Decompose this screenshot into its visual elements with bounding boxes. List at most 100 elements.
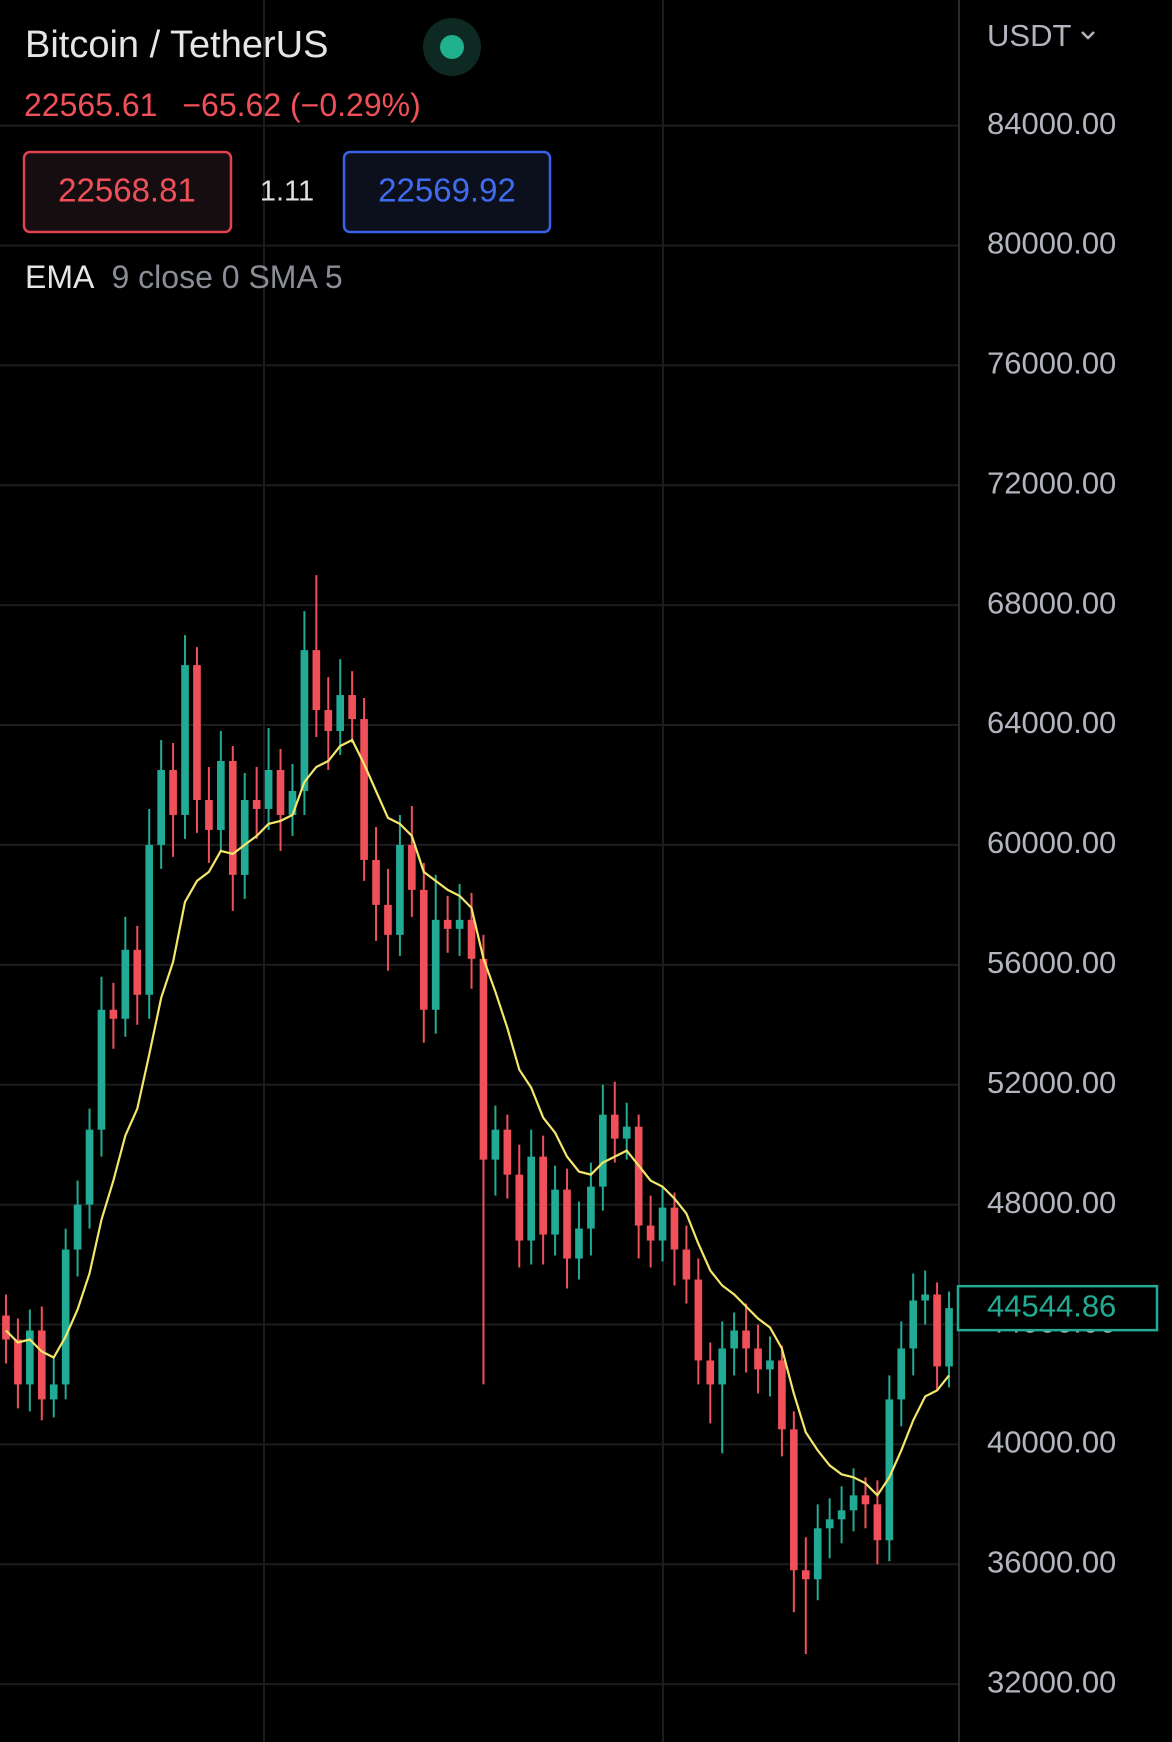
candle-body bbox=[312, 650, 321, 711]
last-price-label: 44544.86 bbox=[987, 1288, 1116, 1323]
currency-selector[interactable]: USDT bbox=[987, 18, 1071, 53]
candle-body bbox=[610, 1114, 619, 1139]
candle-body bbox=[813, 1528, 822, 1580]
indicator-params: 9 close 0 SMA 5 bbox=[111, 259, 342, 295]
bid-price[interactable]: 22568.81 bbox=[58, 172, 196, 209]
candle-body bbox=[300, 650, 309, 791]
currency-chevron[interactable] bbox=[1081, 31, 1095, 40]
candle-body bbox=[240, 799, 249, 875]
candle-body bbox=[455, 919, 464, 929]
candle-body bbox=[217, 761, 225, 830]
candle-body bbox=[14, 1339, 22, 1385]
spread: 1.11 bbox=[260, 176, 314, 208]
candle-body bbox=[360, 719, 368, 860]
candle-body bbox=[897, 1348, 906, 1400]
ask-price[interactable]: 22569.92 bbox=[378, 172, 516, 209]
candle-body bbox=[658, 1207, 667, 1241]
candle-body bbox=[419, 889, 428, 1010]
y-tick-label: 56000.00 bbox=[987, 945, 1116, 980]
candle-body bbox=[61, 1249, 70, 1385]
candle-body bbox=[503, 1129, 512, 1175]
header: Bitcoin / TetherUS 22565.61 −65.62 (−0.2… bbox=[22, 18, 552, 295]
ema-line bbox=[5, 738, 950, 1498]
candle-body bbox=[515, 1174, 524, 1241]
candle-body bbox=[837, 1510, 846, 1520]
candle-body bbox=[730, 1330, 738, 1349]
candle-body bbox=[527, 1156, 536, 1241]
candle-body bbox=[539, 1156, 547, 1235]
candle-body bbox=[467, 919, 476, 959]
last-price-tag bbox=[956, 1284, 1159, 1332]
candle-body bbox=[85, 1129, 94, 1205]
candle-body bbox=[694, 1279, 703, 1361]
candle-body bbox=[873, 1504, 882, 1541]
candle-body bbox=[169, 769, 177, 815]
plot bbox=[2, 575, 953, 1655]
candle-body bbox=[587, 1186, 595, 1229]
symbol-title: Bitcoin / TetherUS bbox=[25, 24, 328, 66]
candle-body bbox=[491, 1129, 500, 1160]
candle-body bbox=[252, 799, 261, 809]
price-change: −65.62 (−0.29%) bbox=[182, 87, 420, 123]
candle-body bbox=[288, 790, 297, 815]
candle-body bbox=[408, 844, 416, 890]
candle-body bbox=[754, 1348, 762, 1370]
candle-body bbox=[766, 1360, 774, 1370]
candle-body bbox=[324, 710, 333, 732]
candle-body bbox=[551, 1189, 559, 1235]
y-tick-label: 48000.00 bbox=[987, 1185, 1116, 1220]
candle-body bbox=[73, 1204, 82, 1250]
candle-body bbox=[706, 1360, 715, 1385]
candle-body bbox=[336, 695, 345, 732]
candle-body bbox=[945, 1308, 953, 1367]
candle-body bbox=[909, 1300, 918, 1349]
candle-body bbox=[431, 919, 440, 1010]
candle-body bbox=[634, 1126, 643, 1226]
candle-body bbox=[885, 1399, 894, 1541]
candle-body bbox=[121, 949, 130, 1019]
candle-body bbox=[384, 904, 392, 935]
y-tick-label: 76000.00 bbox=[987, 346, 1116, 381]
candle-body bbox=[2, 1315, 10, 1340]
y-tick-label: 60000.00 bbox=[987, 825, 1116, 860]
candle-body bbox=[790, 1429, 798, 1571]
candle-body bbox=[109, 1009, 118, 1019]
y-tick-label: 32000.00 bbox=[987, 1664, 1116, 1699]
candle-body bbox=[276, 769, 285, 815]
price-line: 22565.61 −65.62 (−0.29%) bbox=[24, 87, 421, 123]
candle-body bbox=[825, 1519, 834, 1529]
candle-body bbox=[443, 919, 452, 929]
y-tick-label: 72000.00 bbox=[987, 465, 1116, 500]
candle-body bbox=[718, 1348, 727, 1385]
price-axis: USDT 32000.0036000.0040000.0044000.00480… bbox=[956, 18, 1159, 1699]
candle-body bbox=[37, 1330, 46, 1400]
candle-body bbox=[205, 799, 213, 830]
y-tick-label: 68000.00 bbox=[987, 585, 1116, 620]
candle-body bbox=[228, 761, 237, 875]
y-tick-label: 40000.00 bbox=[987, 1425, 1116, 1460]
candle-body bbox=[622, 1126, 631, 1139]
y-tick-label: 84000.00 bbox=[987, 106, 1116, 141]
candle-body bbox=[49, 1384, 58, 1400]
y-tick-label: 52000.00 bbox=[987, 1065, 1116, 1100]
indicator-legend[interactable]: EMA 9 close 0 SMA 5 bbox=[25, 259, 343, 295]
candle-body bbox=[479, 958, 488, 1160]
candle-body bbox=[563, 1189, 571, 1259]
last-price: 22565.61 bbox=[24, 87, 157, 123]
y-tick-label: 36000.00 bbox=[987, 1544, 1116, 1579]
candle-body bbox=[670, 1207, 679, 1250]
candle-body bbox=[264, 769, 273, 809]
candle-body bbox=[646, 1225, 655, 1241]
candle-body bbox=[348, 695, 356, 720]
candle-body bbox=[181, 665, 189, 815]
sell-button[interactable] bbox=[22, 150, 233, 234]
candle-body bbox=[145, 844, 154, 995]
candle-body bbox=[26, 1330, 34, 1385]
candle-body bbox=[682, 1249, 691, 1280]
candle-body bbox=[933, 1294, 941, 1367]
buy-button[interactable] bbox=[342, 150, 552, 234]
grid bbox=[0, 124, 959, 1686]
candle-body bbox=[372, 859, 380, 905]
y-tick-label: 64000.00 bbox=[987, 705, 1116, 740]
